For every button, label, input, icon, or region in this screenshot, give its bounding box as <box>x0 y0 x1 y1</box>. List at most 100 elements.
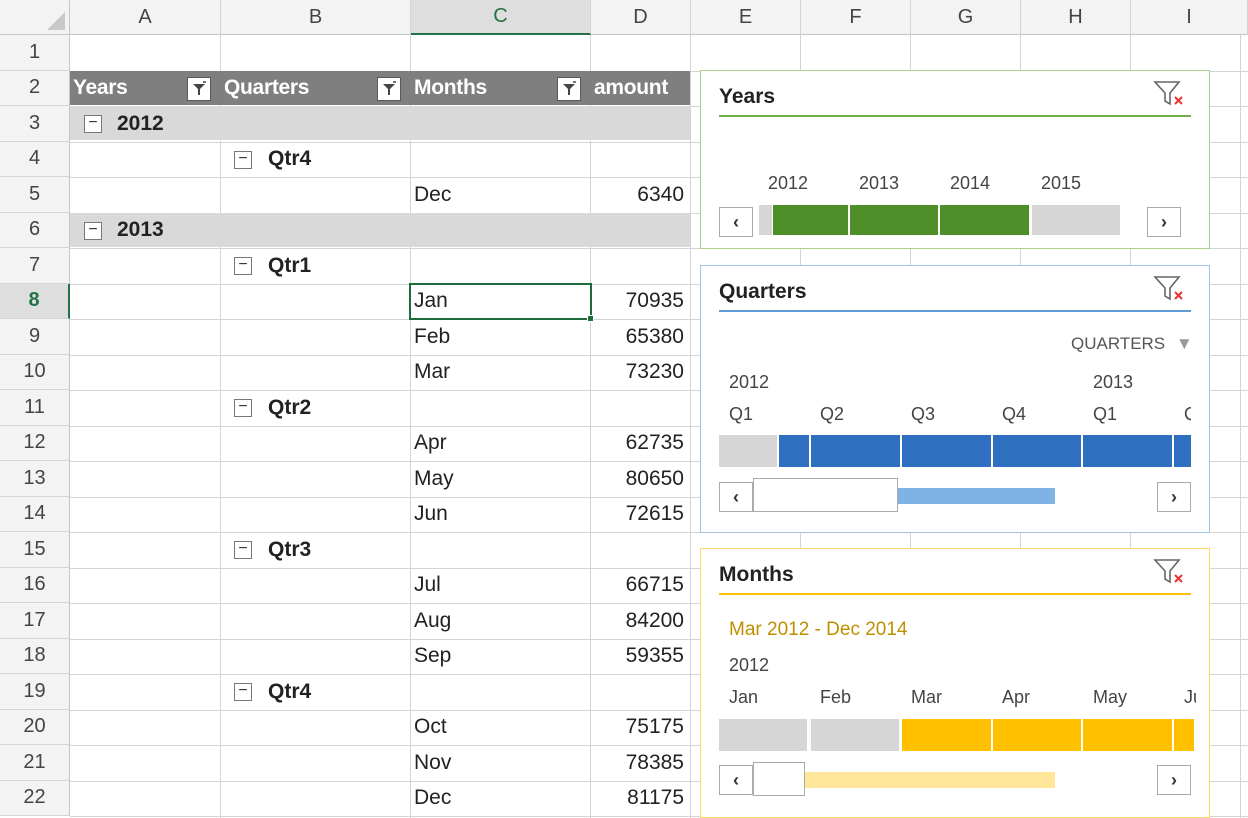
slicer-prev-button[interactable]: ‹ <box>719 482 753 512</box>
filter-dropdown-icon[interactable] <box>377 77 401 101</box>
fill-handle[interactable] <box>587 315 594 322</box>
column-header-E[interactable]: E <box>691 0 801 35</box>
slicer-prev-button[interactable]: ‹ <box>719 207 753 237</box>
quarter-group-label[interactable]: Qtr3 <box>268 537 312 561</box>
slicer-next-button[interactable]: › <box>1147 207 1181 237</box>
row-header-15[interactable]: 15 <box>0 532 70 568</box>
clear-filter-icon[interactable] <box>1153 557 1187 587</box>
collapse-icon[interactable]: − <box>84 115 102 133</box>
month-cell[interactable]: May <box>414 466 454 490</box>
collapse-icon[interactable]: − <box>234 541 252 559</box>
row-header-20[interactable]: 20 <box>0 709 70 745</box>
amount-cell[interactable]: 59355 <box>625 644 684 668</box>
row-header-19[interactable]: 19 <box>0 674 70 710</box>
column-header-G[interactable]: G <box>911 0 1021 35</box>
amount-cell[interactable]: 80650 <box>625 466 684 490</box>
timeline-bar-2013[interactable] <box>850 205 938 235</box>
column-header-I[interactable]: I <box>1131 0 1248 35</box>
active-cell-C8[interactable] <box>409 283 592 320</box>
row-header-14[interactable]: 14 <box>0 496 70 532</box>
timeline-bar-q2[interactable] <box>1174 435 1191 467</box>
amount-cell[interactable]: 62735 <box>625 431 684 455</box>
row-header-22[interactable]: 22 <box>0 780 70 816</box>
month-cell[interactable]: Dec <box>414 182 452 206</box>
collapse-icon[interactable]: − <box>84 221 102 240</box>
timeline-bar-q1[interactable] <box>719 435 777 467</box>
month-cell[interactable]: Dec <box>414 786 452 810</box>
row-header-8[interactable]: 8 <box>0 283 70 319</box>
timeline-bar-jan[interactable] <box>719 719 807 751</box>
row-header-11[interactable]: 11 <box>0 390 70 426</box>
row-header-9[interactable]: 9 <box>0 319 70 355</box>
filter-dropdown-icon[interactable] <box>557 77 581 101</box>
month-cell[interactable]: Jan <box>414 289 448 313</box>
month-cell[interactable]: Jul <box>414 573 441 597</box>
amount-cell[interactable]: 66715 <box>625 573 684 597</box>
slicer-next-button[interactable]: › <box>1157 482 1191 512</box>
month-cell[interactable]: Aug <box>414 608 452 632</box>
amount-cell[interactable]: 75175 <box>625 715 684 739</box>
row-header-5[interactable]: 5 <box>0 177 70 213</box>
timeline-bar-jun[interactable] <box>1174 719 1194 751</box>
row-header-17[interactable]: 17 <box>0 603 70 639</box>
amount-cell[interactable]: 72615 <box>625 502 684 526</box>
amount-cell[interactable]: 81175 <box>627 786 684 810</box>
filter-dropdown-icon[interactable] <box>187 77 211 101</box>
row-header-3[interactable]: 3 <box>0 106 70 142</box>
column-header-A[interactable]: A <box>70 0 221 35</box>
collapse-icon[interactable]: − <box>234 257 252 275</box>
row-header-7[interactable]: 7 <box>0 248 70 284</box>
row-header-16[interactable]: 16 <box>0 567 70 603</box>
timeline-bar-mar[interactable] <box>902 719 991 751</box>
collapse-icon[interactable]: − <box>234 150 252 169</box>
timeline-bar-2015[interactable] <box>1032 205 1120 235</box>
quarter-group-label[interactable]: Qtr4 <box>268 679 312 703</box>
scroll-thumb[interactable] <box>753 762 805 796</box>
timeline-bar-q2[interactable] <box>811 435 900 467</box>
row-header-6[interactable]: 6 <box>0 212 70 248</box>
month-cell[interactable]: Oct <box>414 715 447 739</box>
amount-cell[interactable]: 73230 <box>625 360 684 384</box>
month-cell[interactable]: Jun <box>414 502 448 526</box>
column-header-B[interactable]: B <box>221 0 411 35</box>
column-header-H[interactable]: H <box>1021 0 1131 35</box>
year-group-label[interactable]: 2013 <box>117 218 164 242</box>
column-header-F[interactable]: F <box>801 0 911 35</box>
clear-filter-icon[interactable] <box>1153 79 1187 109</box>
amount-cell[interactable]: 6340 <box>637 182 684 206</box>
year-group-label[interactable]: 2012 <box>117 111 164 135</box>
slicer-prev-button[interactable]: ‹ <box>719 765 753 795</box>
quarter-group-label[interactable]: Qtr2 <box>268 395 312 419</box>
row-header-12[interactable]: 12 <box>0 425 70 461</box>
timeline-bar-2014[interactable] <box>940 205 1029 235</box>
column-header-D[interactable]: D <box>591 0 691 35</box>
month-cell[interactable]: Mar <box>414 360 451 384</box>
quarter-group-label[interactable]: Qtr4 <box>268 147 312 171</box>
month-cell[interactable]: Apr <box>414 431 447 455</box>
timeline-unselected[interactable] <box>759 205 772 235</box>
select-all-corner[interactable] <box>0 0 70 35</box>
timeline-bar-q1[interactable] <box>1083 435 1172 467</box>
amount-cell[interactable]: 78385 <box>625 750 684 774</box>
row-header-21[interactable]: 21 <box>0 745 70 781</box>
timeline-bar-q4[interactable] <box>993 435 1081 467</box>
month-cell[interactable]: Nov <box>414 750 452 774</box>
amount-cell[interactable]: 65380 <box>625 324 684 348</box>
collapse-icon[interactable]: − <box>234 399 252 417</box>
time-level-dropdown[interactable]: QUARTERS ▼ <box>1071 334 1193 354</box>
scroll-thumb[interactable] <box>753 478 898 512</box>
clear-filter-icon[interactable] <box>1153 274 1187 304</box>
month-cell[interactable]: Feb <box>414 324 451 348</box>
timeline-bar-2012[interactable] <box>773 205 848 235</box>
amount-cell[interactable]: 70935 <box>625 289 684 313</box>
timeline-bar-feb[interactable] <box>811 719 899 751</box>
timeline-bar-apr[interactable] <box>993 719 1081 751</box>
collapse-icon[interactable]: − <box>234 683 252 701</box>
row-header-10[interactable]: 10 <box>0 354 70 390</box>
slicer-next-button[interactable]: › <box>1157 765 1191 795</box>
quarter-group-label[interactable]: Qtr1 <box>268 253 312 277</box>
row-header-18[interactable]: 18 <box>0 638 70 674</box>
row-header-2[interactable]: 2 <box>0 70 70 106</box>
month-cell[interactable]: Sep <box>414 644 452 668</box>
amount-cell[interactable]: 84200 <box>625 608 684 632</box>
